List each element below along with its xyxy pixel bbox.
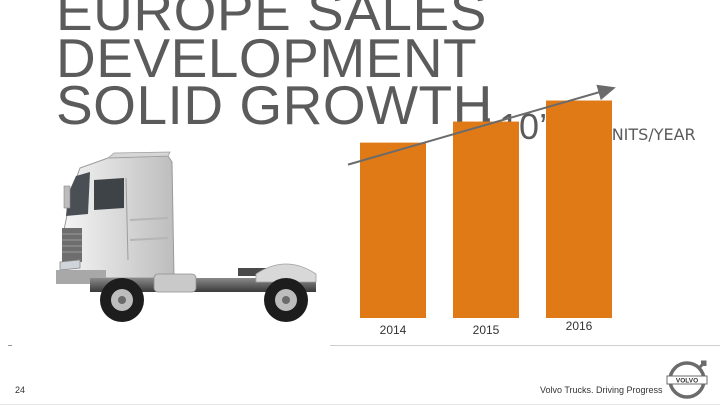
tick-labels-group: 2014 2015 2016 xyxy=(380,319,593,337)
left-tick-line xyxy=(8,345,12,346)
bars-group xyxy=(360,100,612,319)
logo-text: VOLVO xyxy=(676,378,698,385)
volvo-logo: VOLVO xyxy=(666,360,708,399)
page-number: 24 xyxy=(15,385,26,395)
units-label: UNITS/YEAR xyxy=(600,125,696,144)
title-line-1: EUROPE SALES xyxy=(56,0,487,42)
tick-label-2016: 2016 xyxy=(566,319,593,333)
title-line-3: SOLID GROWTH xyxy=(56,74,493,136)
title-line-2: DEVELOPMENT xyxy=(56,27,478,89)
bar-2015 xyxy=(453,121,519,318)
footer-tagline: Volvo Trucks. Driving Progress xyxy=(540,385,663,395)
tick-label-2014: 2014 xyxy=(380,323,407,337)
trend-arrow xyxy=(347,84,616,166)
slide-title: EUROPE SALES DEVELOPMENT SOLID GROWTH xyxy=(56,0,493,136)
bar-2016 xyxy=(546,100,612,319)
tick-label-2015: 2015 xyxy=(473,323,500,337)
chart-baseline xyxy=(330,345,720,346)
truck-image xyxy=(56,151,317,322)
bar-2014 xyxy=(360,142,426,318)
